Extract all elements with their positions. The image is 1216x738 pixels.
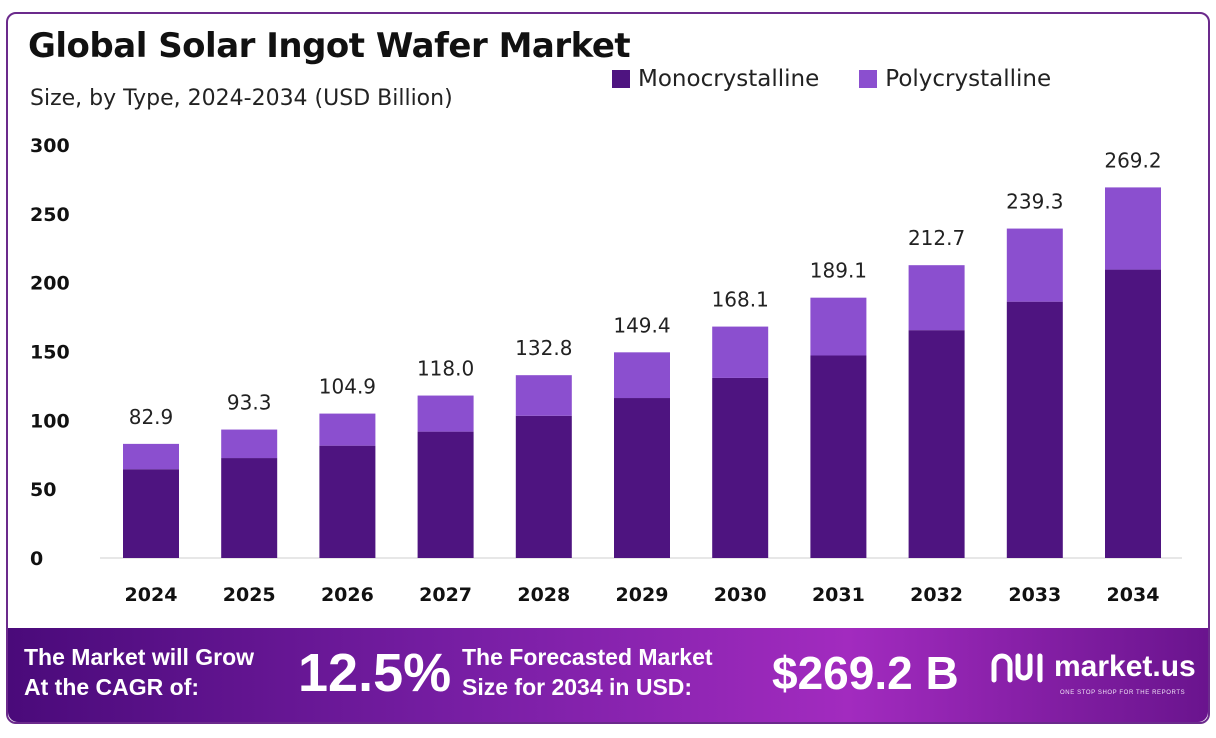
chart-legend: Monocrystalline Polycrystalline xyxy=(612,66,1051,92)
y-tick-label: 100 xyxy=(30,410,70,432)
bar-total-label: 82.9 xyxy=(129,405,174,429)
bar-monocrystalline-2026 xyxy=(319,445,376,558)
x-tick-label: 2030 xyxy=(714,584,767,606)
y-tick-label: 200 xyxy=(30,273,70,295)
forecast-value: $269.2 B xyxy=(772,647,959,699)
bar-polycrystalline-2033 xyxy=(1006,228,1063,302)
bar-total-label: 168.1 xyxy=(712,288,769,312)
bar-total-label: 93.3 xyxy=(227,391,272,415)
bar-monocrystalline-2031 xyxy=(810,355,867,558)
legend-label-monocrystalline: Monocrystalline xyxy=(638,66,820,92)
bar-polycrystalline-2025 xyxy=(221,429,278,459)
bar-monocrystalline-2025 xyxy=(221,458,278,558)
y-tick-label: 250 xyxy=(30,204,70,226)
legend-label-polycrystalline: Polycrystalline xyxy=(885,66,1052,92)
x-tick-label: 2024 xyxy=(125,584,178,606)
brand-name: market.us xyxy=(1054,650,1196,683)
chart-title: Global Solar Ingot Wafer Market xyxy=(28,26,631,66)
y-tick-label: 0 xyxy=(30,548,43,570)
brand-tagline: ONE STOP SHOP FOR THE REPORTS xyxy=(1060,690,1186,696)
stacked-bar-chart: 0 50 100 150 200 250 300 82.9 2024 93.3 2025 104.9 2… xyxy=(30,135,1182,606)
x-tick-label: 2029 xyxy=(616,584,669,606)
bar-polycrystalline-2026 xyxy=(319,413,376,446)
x-tick-label: 2028 xyxy=(517,584,570,606)
bar-polycrystalline-2028 xyxy=(515,375,572,416)
bar-total-label: 132.8 xyxy=(515,336,572,360)
bar-polycrystalline-2030 xyxy=(712,326,769,378)
bar-monocrystalline-2024 xyxy=(123,469,179,558)
cagr-value: 12.5% xyxy=(298,643,452,703)
market-us-logo-icon xyxy=(991,653,1043,683)
forecast-label: The Forecasted Market Size for 2034 in U… xyxy=(462,644,713,700)
y-tick-label: 50 xyxy=(30,479,56,501)
bar-total-label: 212.7 xyxy=(908,226,965,250)
bar-total-label: 118.0 xyxy=(417,357,474,381)
bar-total-label: 104.9 xyxy=(319,375,376,399)
bar-polycrystalline-2034 xyxy=(1105,187,1161,270)
x-tick-label: 2026 xyxy=(321,584,374,606)
bar-total-label: 269.2 xyxy=(1104,148,1161,172)
legend-item-polycrystalline: Polycrystalline xyxy=(859,66,1051,92)
brand-logo: market.us xyxy=(990,650,1196,684)
cagr-label: The Market will Grow At the CAGR of: xyxy=(24,644,255,700)
footer-banner: The Market will Grow At the CAGR of: 12.… xyxy=(8,628,1208,722)
x-tick-label: 2027 xyxy=(419,584,472,606)
bar-monocrystalline-2027 xyxy=(417,431,474,558)
bar-polycrystalline-2029 xyxy=(614,352,670,399)
bar-monocrystalline-2028 xyxy=(515,415,572,558)
x-tick-label: 2033 xyxy=(1008,584,1061,606)
legend-swatch-monocrystalline xyxy=(612,70,630,88)
bar-monocrystalline-2030 xyxy=(712,377,769,558)
bar-polycrystalline-2031 xyxy=(810,297,867,356)
x-tick-label: 2025 xyxy=(223,584,276,606)
bar-polycrystalline-2024 xyxy=(123,443,179,470)
legend-item-monocrystalline: Monocrystalline xyxy=(612,66,819,92)
x-tick-label: 2032 xyxy=(910,584,963,606)
bar-total-label: 239.3 xyxy=(1006,190,1063,214)
bar-monocrystalline-2032 xyxy=(908,330,965,558)
bar-total-label: 149.4 xyxy=(613,313,670,337)
bar-monocrystalline-2034 xyxy=(1105,269,1161,558)
y-tick-label: 150 xyxy=(30,342,70,364)
chart-subtitle: Size, by Type, 2024-2034 (USD Billion) xyxy=(30,86,453,111)
bar-total-label: 189.1 xyxy=(810,259,867,283)
bar-monocrystalline-2033 xyxy=(1006,301,1063,558)
bar-polycrystalline-2027 xyxy=(417,395,474,432)
bar-polycrystalline-2032 xyxy=(908,265,965,331)
x-tick-label: 2034 xyxy=(1107,584,1160,606)
legend-swatch-polycrystalline xyxy=(859,70,878,88)
bar-monocrystalline-2029 xyxy=(614,398,670,558)
x-tick-label: 2031 xyxy=(812,584,865,606)
y-tick-label: 300 xyxy=(30,135,70,157)
